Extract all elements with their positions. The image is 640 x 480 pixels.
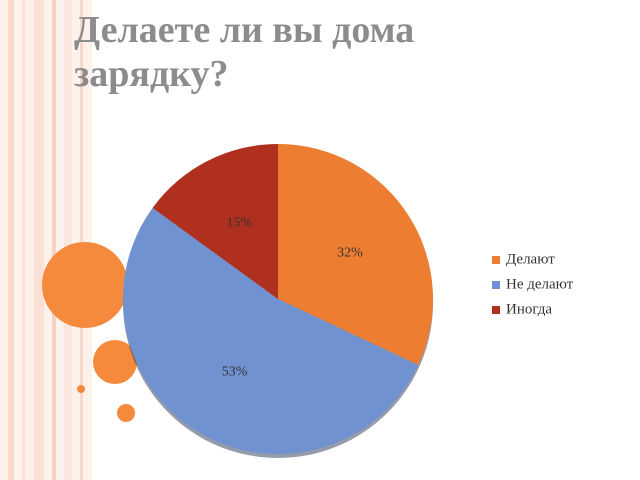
pie-slice xyxy=(278,144,433,365)
data-label: 32% xyxy=(337,246,363,261)
data-label: 15% xyxy=(226,215,252,230)
legend-label: Делают xyxy=(506,251,555,267)
pie-slice xyxy=(122,207,419,455)
data-label: 53% xyxy=(222,365,248,380)
legend-label: Не делают xyxy=(506,276,574,292)
decoration xyxy=(0,0,137,480)
legend-swatch xyxy=(492,281,500,289)
chart-title: Делаете ли вы дома зарядку? xyxy=(74,9,415,95)
legend-swatch xyxy=(492,306,500,314)
legend-swatch xyxy=(492,256,500,264)
pie-slice xyxy=(152,144,278,299)
legend-label: Иногда xyxy=(506,301,552,317)
